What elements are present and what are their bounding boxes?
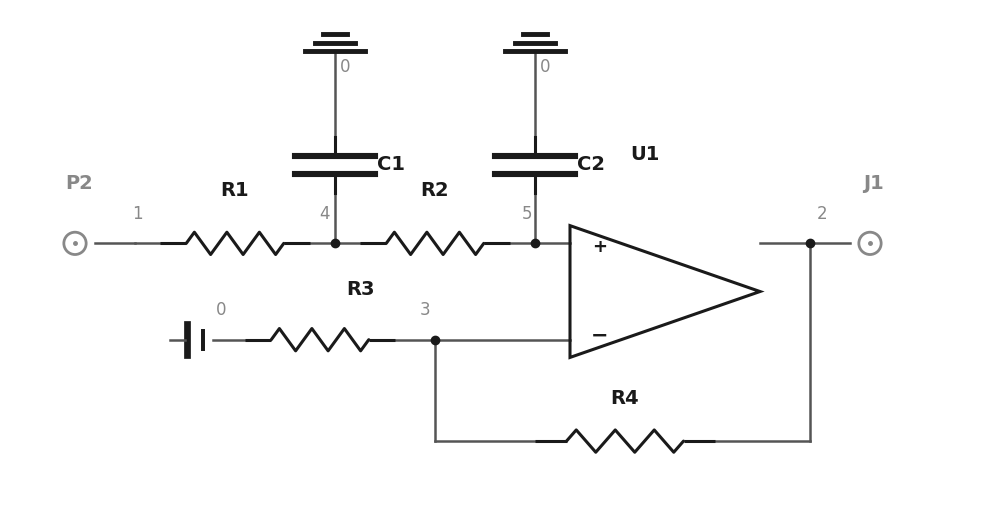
Text: R4: R4 [611,389,639,408]
Text: +: + [592,238,608,257]
Text: 0: 0 [340,58,350,76]
Text: R1: R1 [221,182,249,200]
Text: 0: 0 [216,301,226,319]
Text: 3: 3 [420,301,430,319]
Text: 5: 5 [522,205,532,223]
Text: U1: U1 [630,145,659,164]
Text: 2: 2 [817,205,827,223]
Text: C1: C1 [377,155,405,174]
Text: R2: R2 [421,182,449,200]
Text: −: − [591,325,609,346]
Text: P2: P2 [65,174,93,193]
Text: R3: R3 [346,280,374,299]
Text: C2: C2 [577,155,605,174]
Text: 4: 4 [320,205,330,223]
Text: 1: 1 [132,205,142,223]
Text: 0: 0 [540,58,550,76]
Text: J1: J1 [864,174,884,193]
